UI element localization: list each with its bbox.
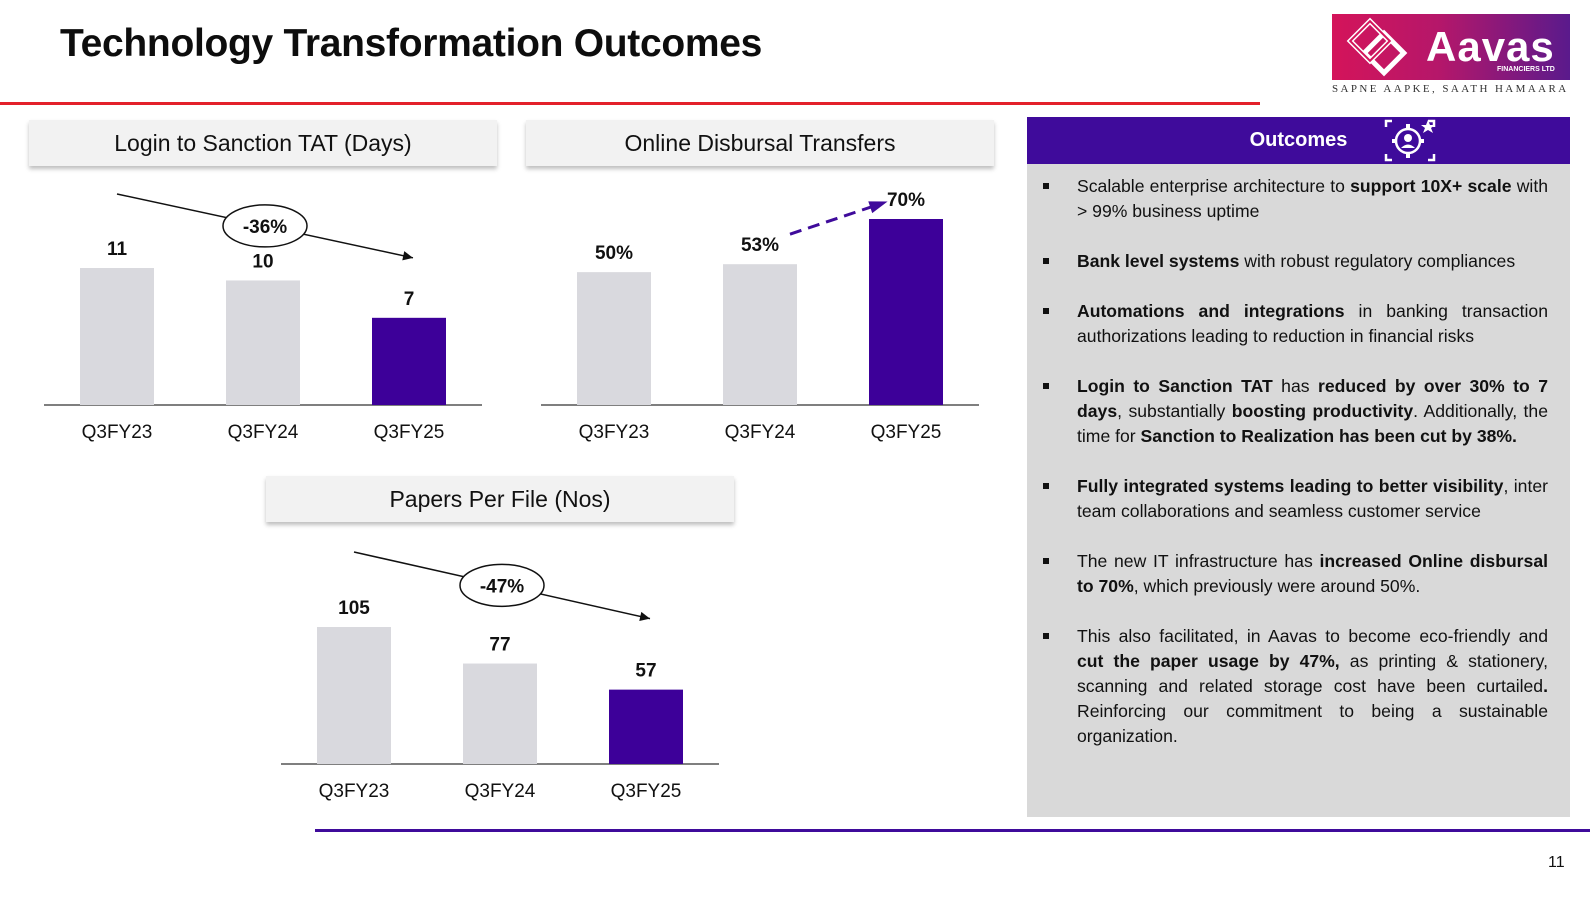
footer-rule bbox=[315, 829, 1590, 832]
logo-badge: Aavas FINANCIERS LTD bbox=[1332, 14, 1570, 80]
outcome-bullet: Automations and integrations in banking … bbox=[1027, 299, 1570, 349]
bullet-bold-text: . bbox=[1543, 676, 1548, 696]
bullet-bold-text: Fully integrated systems leading to bett… bbox=[1077, 476, 1504, 496]
x-tick-label: Q3FY25 bbox=[871, 422, 942, 443]
bar-value-label: 105 bbox=[338, 598, 370, 619]
bar bbox=[80, 268, 154, 405]
bullet-text: Reinforcing our commitment to being a su… bbox=[1077, 701, 1548, 746]
bullet-text: Scalable enterprise architecture to bbox=[1077, 176, 1351, 196]
bar bbox=[577, 272, 651, 405]
bullet-bold-text: cut the paper usage by 47%, bbox=[1077, 651, 1340, 671]
bar-value-label: 10 bbox=[252, 251, 273, 272]
logo-subtitle: FINANCIERS LTD bbox=[1497, 66, 1555, 73]
bar-value-label: 70% bbox=[887, 190, 925, 211]
bullet-text: with > 99% business uptime bbox=[1077, 176, 1548, 221]
x-tick-label: Q3FY24 bbox=[725, 422, 796, 443]
bar bbox=[226, 280, 300, 405]
outcomes-panel: Scalable enterprise architecture to supp… bbox=[1027, 164, 1570, 817]
outcome-bullet: Fully integrated systems leading to bett… bbox=[1027, 474, 1570, 524]
annotation-ellipse bbox=[459, 563, 545, 608]
x-tick-label: Q3FY23 bbox=[579, 422, 650, 443]
outcome-bullet: The new IT infrastructure has increased … bbox=[1027, 549, 1570, 599]
bullet-bold-text: Automations and integrations bbox=[1077, 301, 1345, 321]
x-tick-label: Q3FY25 bbox=[611, 781, 682, 802]
logo-brand-text: Aavas bbox=[1426, 23, 1555, 70]
bullet-bold-text: support 10X+ scale bbox=[1350, 176, 1512, 196]
bar-value-label: 50% bbox=[595, 243, 633, 264]
x-tick-label: Q3FY24 bbox=[228, 422, 299, 443]
bar-value-label: 7 bbox=[404, 289, 415, 310]
bullet-bold-text: increased Online disbursal to 70% bbox=[1077, 551, 1548, 596]
bullet-bold-text: Sanction to Realization has been cut by … bbox=[1140, 426, 1517, 446]
annotation-ellipse bbox=[222, 204, 308, 248]
outcome-bullet: Login to Sanction TAT has reduced by ove… bbox=[1027, 374, 1570, 449]
trend-arrow-head bbox=[639, 611, 650, 622]
bullet-text: , substantially bbox=[1117, 401, 1232, 421]
outcome-bullet: Bank level systems with robust regulator… bbox=[1027, 249, 1570, 274]
logo-emblem-icon bbox=[1346, 17, 1408, 77]
gear-person-icon bbox=[1384, 119, 1436, 162]
trend-arrow-head bbox=[868, 201, 888, 214]
x-tick-label: Q3FY25 bbox=[374, 422, 445, 443]
bullet-text: with robust regulatory compliances bbox=[1239, 251, 1516, 271]
bullet-bold-text: reduced by over 30% to 7 days bbox=[1077, 376, 1548, 421]
bullet-text: . Additionally, the time for bbox=[1077, 401, 1549, 446]
outcome-bullet: Scalable enterprise architecture to supp… bbox=[1027, 174, 1570, 224]
bullet-text: has bbox=[1272, 376, 1318, 396]
page-title: Technology Transformation Outcomes bbox=[60, 22, 763, 65]
x-tick-label: Q3FY24 bbox=[465, 781, 536, 802]
bar-value-label: 53% bbox=[741, 235, 779, 256]
change-annotation: -36% bbox=[243, 217, 287, 238]
bullet-text: , inter team collaborations and seamless… bbox=[1077, 476, 1548, 521]
bullet-bold-text: Login to Sanction TAT bbox=[1077, 376, 1273, 396]
chart-title-papers-per-file: Papers Per File (Nos) bbox=[266, 476, 734, 522]
bar bbox=[463, 663, 537, 764]
bullet-text: as printing & stationery, scanning and r… bbox=[1077, 651, 1548, 696]
logo-tagline: SAPNE AAPKE, SAATH HAMAARA bbox=[1332, 83, 1569, 95]
bar-value-label: 11 bbox=[107, 239, 128, 260]
bullet-text: , which previously were around 50%. bbox=[1133, 576, 1421, 596]
x-tick-label: Q3FY23 bbox=[319, 781, 390, 802]
page-number: 11 bbox=[1548, 854, 1565, 871]
bar bbox=[317, 627, 391, 764]
bar bbox=[869, 219, 943, 405]
outcomes-header: Outcomes bbox=[1027, 117, 1570, 164]
bullet-bold-text: Bank level systems bbox=[1077, 251, 1240, 271]
bar bbox=[609, 689, 683, 764]
bar bbox=[723, 264, 797, 405]
company-logo: Aavas FINANCIERS LTD SAPNE AAPKE, SAATH … bbox=[1320, 12, 1570, 98]
chart-title-online-disbursal: Online Disbursal Transfers bbox=[526, 120, 994, 166]
bullet-bold-text: boosting productivity bbox=[1231, 401, 1414, 421]
outcomes-list: Scalable enterprise architecture to supp… bbox=[1027, 174, 1570, 774]
bullet-text: The new IT infrastructure has bbox=[1077, 551, 1320, 571]
chart-title-login-tat: Login to Sanction TAT (Days) bbox=[29, 120, 497, 166]
outcome-bullet: This also facilitated, in Aavas to becom… bbox=[1027, 624, 1570, 749]
bar-value-label: 77 bbox=[489, 635, 510, 656]
bar bbox=[372, 317, 446, 405]
x-tick-label: Q3FY23 bbox=[82, 422, 153, 443]
title-underline bbox=[0, 102, 1260, 105]
outcomes-title: Outcomes bbox=[1249, 129, 1348, 151]
trend-arrow-dashed bbox=[789, 202, 881, 236]
bullet-text: in banking transaction authorizations le… bbox=[1077, 301, 1548, 346]
bar-value-label: 57 bbox=[635, 661, 656, 682]
trend-arrow-head bbox=[402, 251, 413, 261]
bullet-text: This also facilitated, in Aavas to becom… bbox=[1077, 626, 1548, 646]
change-annotation: -47% bbox=[480, 576, 524, 597]
